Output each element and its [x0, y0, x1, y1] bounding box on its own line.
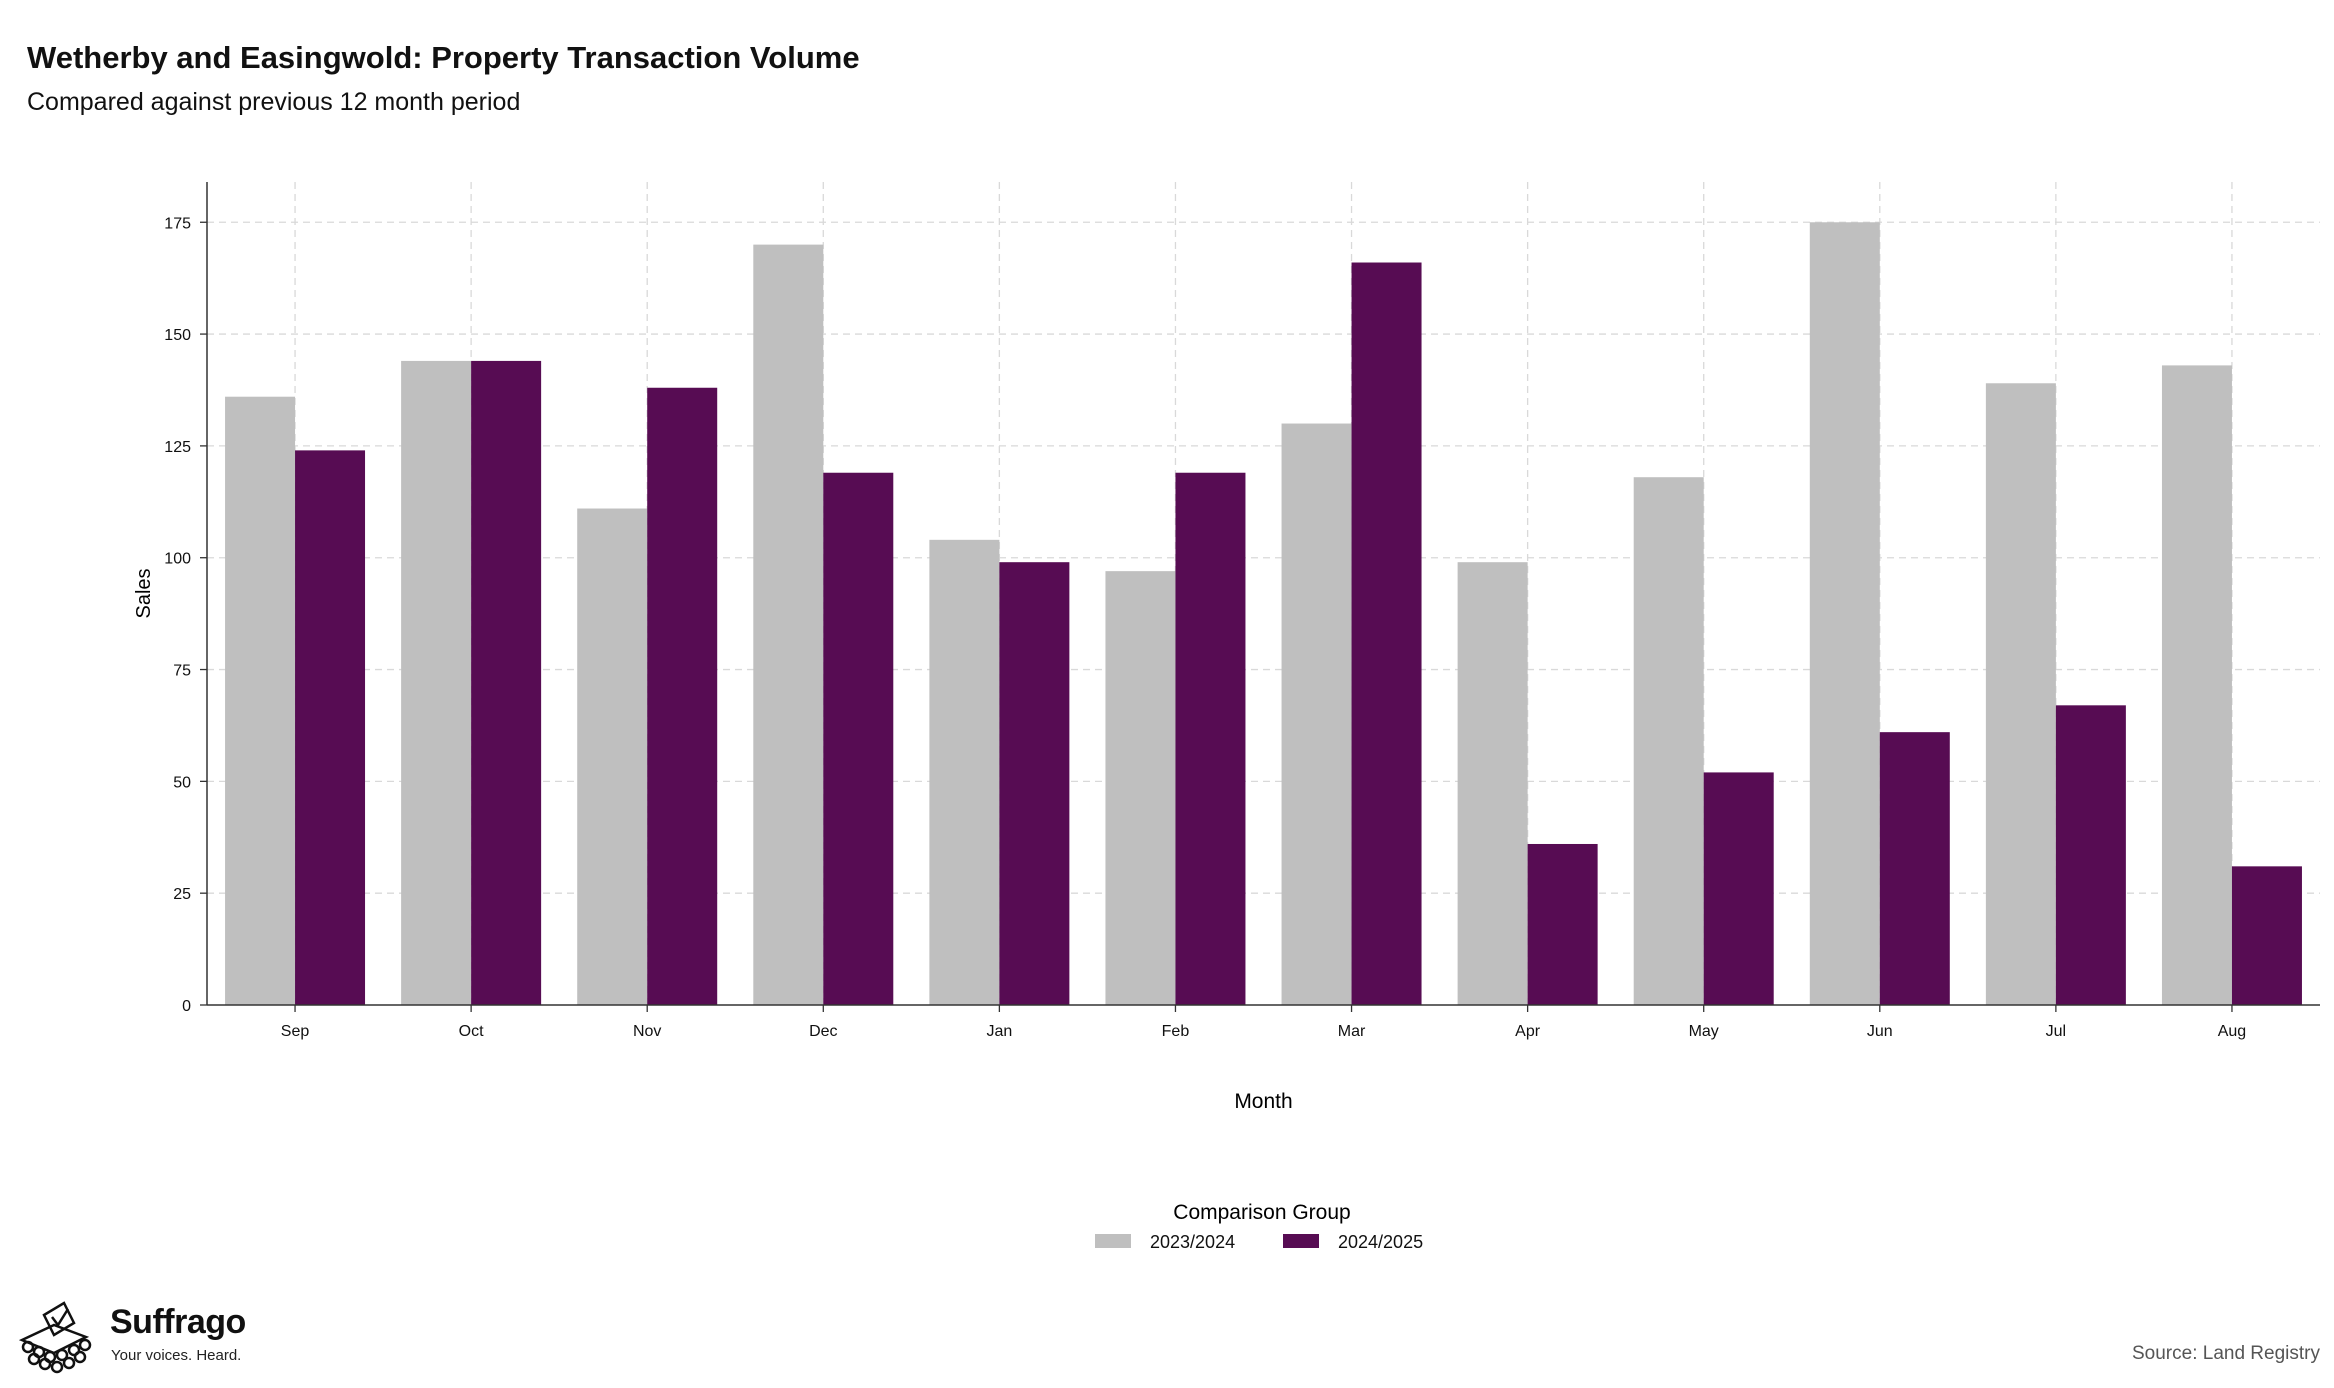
bar-2023-2024-jul	[1985, 383, 2056, 1005]
y-tick-label: 150	[164, 327, 191, 344]
bar-2023-2024-dec	[753, 244, 824, 1005]
y-tick-label: 175	[164, 215, 191, 232]
chart-subtitle: Compared against previous 12 month perio…	[27, 88, 521, 116]
y-ticks: 0 25 50 75 100 125 150 175	[164, 215, 207, 1015]
bar-2023-2024-nov	[577, 508, 648, 1005]
bar-2024-2025-oct	[471, 360, 542, 1005]
legend-title: Comparison Group	[1173, 1201, 1350, 1224]
bars	[225, 222, 2302, 1006]
ballot-box-icon	[18, 1301, 92, 1374]
x-ticks: Sep Oct Nov Dec Jan Feb Mar Apr May Jun Jul Aug	[281, 1005, 2246, 1040]
y-tick-label: 75	[173, 663, 191, 680]
bar-2023-2024-sep	[225, 396, 296, 1005]
x-tick-label: Jun	[1867, 1023, 1893, 1040]
x-tick-label: Sep	[281, 1023, 310, 1040]
bar-2023-2024-jan	[929, 539, 1000, 1005]
legend-label: 2023/2024	[1150, 1232, 1235, 1252]
x-tick-label: May	[1689, 1023, 1719, 1040]
x-tick-label: Feb	[1162, 1023, 1190, 1040]
axes	[206, 182, 2320, 1006]
legend: Comparison Group 2023/2024 2024/2025	[1095, 1201, 1423, 1252]
y-axis-label: Sales	[133, 568, 155, 618]
y-tick-label: 125	[164, 439, 191, 456]
bar-2023-2024-mar	[1281, 423, 1352, 1006]
y-tick-label: 100	[164, 551, 191, 568]
x-tick-label: Jul	[2046, 1023, 2066, 1040]
bar-2024-2025-aug	[2231, 866, 2302, 1005]
x-tick-label: Apr	[1515, 1023, 1541, 1040]
bar-2023-2024-aug	[2161, 365, 2232, 1005]
bar-2024-2025-feb	[1175, 472, 1246, 1005]
bar-2023-2024-feb	[1105, 571, 1176, 1005]
bar-2024-2025-jun	[1879, 732, 1950, 1005]
brand-tagline: Your voices. Heard.	[111, 1347, 242, 1364]
y-tick-label: 50	[173, 774, 191, 791]
brand-logo: Suffrago Your voices. Heard.	[14, 1295, 274, 1375]
x-tick-label: Mar	[1338, 1023, 1366, 1040]
bar-2024-2025-dec	[823, 472, 894, 1005]
bar-2024-2025-apr	[1527, 843, 1598, 1005]
legend-label: 2024/2025	[1338, 1232, 1423, 1252]
bar-2024-2025-mar	[1351, 262, 1422, 1005]
y-tick-label: 25	[173, 886, 191, 903]
source-note: Source: Land Registry	[2132, 1343, 2320, 1364]
brand-name: Suffrago	[110, 1303, 246, 1341]
chart-title: Wetherby and Easingwold: Property Transa…	[27, 40, 860, 75]
legend-swatch	[1095, 1234, 1131, 1248]
bar-2024-2025-may	[1703, 772, 1774, 1005]
x-tick-label: Oct	[459, 1023, 484, 1040]
bar-2024-2025-jan	[999, 562, 1070, 1005]
x-axis-label: Month	[1234, 1090, 1292, 1113]
bar-2024-2025-sep	[295, 450, 366, 1005]
x-tick-label: Aug	[2218, 1023, 2246, 1040]
x-tick-label: Nov	[633, 1023, 661, 1040]
x-tick-label: Dec	[809, 1023, 837, 1040]
bar-2023-2024-apr	[1457, 562, 1528, 1005]
bar-2023-2024-oct	[401, 360, 472, 1005]
x-tick-label: Jan	[986, 1023, 1012, 1040]
bar-2023-2024-may	[1633, 477, 1704, 1005]
y-tick-label: 0	[182, 998, 191, 1015]
bar-2024-2025-jul	[2055, 705, 2126, 1005]
bar-2024-2025-nov	[647, 387, 718, 1005]
bar-2023-2024-jun	[1809, 222, 1880, 1005]
legend-swatch	[1283, 1234, 1319, 1248]
